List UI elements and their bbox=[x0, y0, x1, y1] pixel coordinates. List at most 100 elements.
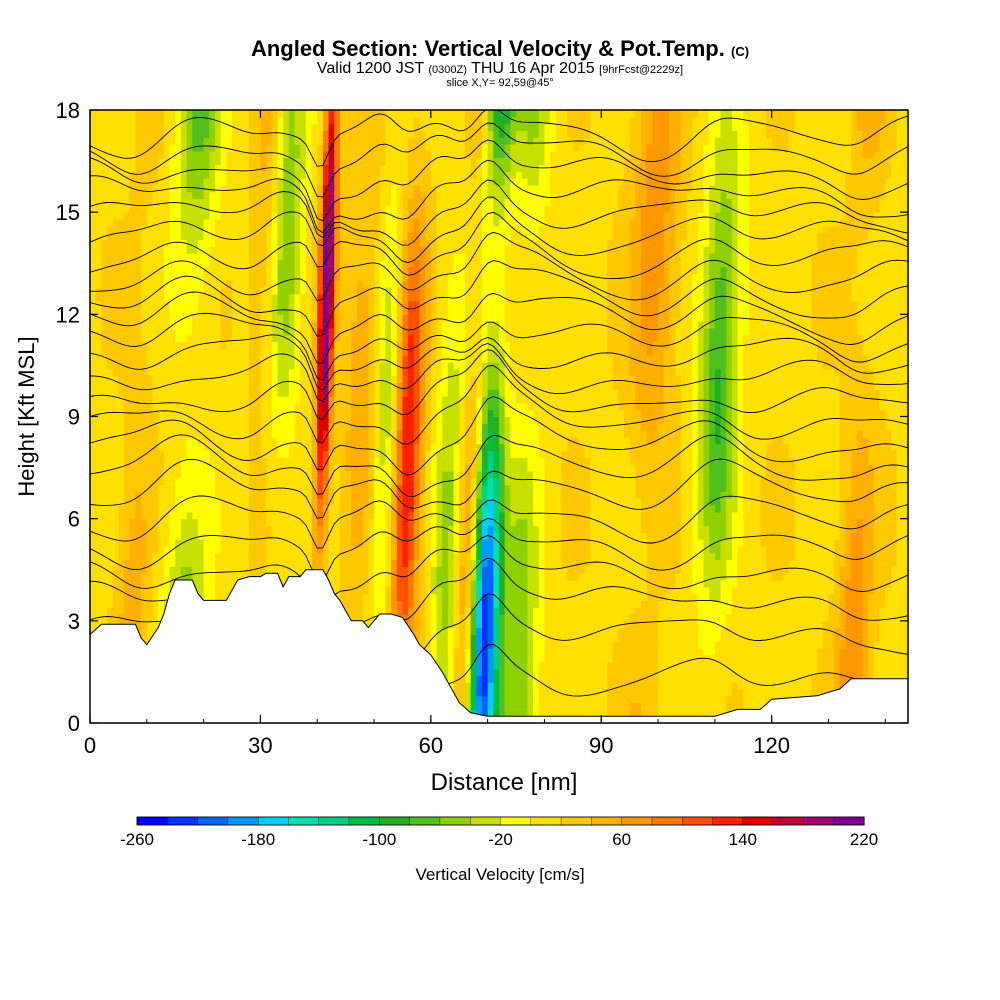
velocity-cell bbox=[311, 491, 318, 499]
velocity-cell bbox=[283, 273, 290, 281]
velocity-cell bbox=[249, 532, 256, 540]
velocity-cell bbox=[391, 545, 398, 554]
velocity-cell bbox=[220, 586, 227, 595]
velocity-cell bbox=[345, 491, 352, 499]
velocity-cell bbox=[158, 600, 165, 608]
velocity-cell bbox=[249, 389, 256, 397]
velocity-cell bbox=[379, 593, 386, 601]
velocity-cell bbox=[124, 253, 131, 261]
velocity-cell bbox=[396, 327, 404, 336]
velocity-cell bbox=[317, 484, 324, 493]
velocity-cell bbox=[374, 150, 381, 159]
velocity-cell bbox=[90, 409, 97, 418]
velocity-cell bbox=[220, 498, 227, 506]
velocity-cell bbox=[186, 382, 193, 390]
velocity-cell bbox=[152, 579, 159, 588]
velocity-cell bbox=[249, 382, 256, 390]
velocity-cell bbox=[192, 123, 199, 132]
velocity-cell bbox=[396, 430, 404, 438]
velocity-cell bbox=[141, 389, 148, 397]
velocity-cell bbox=[192, 266, 199, 275]
velocity-cell bbox=[249, 198, 256, 206]
velocity-cell bbox=[95, 116, 102, 125]
velocity-cell bbox=[362, 491, 369, 499]
velocity-cell bbox=[90, 443, 97, 452]
velocity-cell bbox=[385, 375, 392, 384]
velocity-cell bbox=[101, 443, 108, 452]
velocity-cell bbox=[169, 293, 176, 302]
velocity-cell bbox=[317, 525, 324, 533]
velocity-cell bbox=[294, 171, 301, 179]
velocity-cell bbox=[266, 470, 273, 479]
velocity-cell bbox=[135, 266, 142, 275]
velocity-cell bbox=[356, 443, 364, 452]
velocity-cell bbox=[124, 123, 131, 132]
velocity-cell bbox=[237, 341, 244, 349]
velocity-cell bbox=[249, 416, 256, 424]
velocity-cell bbox=[141, 164, 148, 172]
velocity-cell bbox=[339, 218, 347, 227]
velocity-cell bbox=[90, 239, 97, 247]
velocity-cell bbox=[356, 436, 364, 445]
velocity-cell bbox=[368, 157, 375, 166]
velocity-cell bbox=[243, 566, 250, 574]
velocity-cell bbox=[362, 586, 369, 595]
velocity-cell bbox=[396, 491, 404, 499]
velocity-cell bbox=[317, 314, 324, 322]
velocity-cell bbox=[192, 253, 199, 261]
velocity-cell bbox=[186, 545, 193, 554]
velocity-cell bbox=[385, 314, 392, 322]
velocity-cell bbox=[385, 198, 392, 206]
velocity-cell bbox=[294, 450, 301, 458]
velocity-cell bbox=[288, 191, 296, 200]
velocity-cell bbox=[101, 137, 108, 145]
velocity-cell bbox=[141, 634, 148, 642]
velocity-cell bbox=[192, 457, 199, 465]
velocity-cell bbox=[356, 573, 364, 581]
velocity-cell bbox=[249, 464, 256, 472]
velocity-cell bbox=[203, 586, 210, 595]
velocity-cell bbox=[180, 266, 188, 275]
velocity-cell bbox=[146, 511, 154, 520]
velocity-cell bbox=[328, 382, 335, 390]
velocity-cell bbox=[385, 600, 392, 608]
velocity-cell bbox=[277, 545, 284, 554]
velocity-cell bbox=[271, 150, 279, 159]
velocity-cell bbox=[135, 191, 142, 200]
velocity-cell bbox=[192, 477, 199, 486]
velocity-cell bbox=[351, 409, 358, 418]
velocity-cell bbox=[260, 341, 267, 349]
velocity-cell bbox=[345, 218, 352, 227]
velocity-cell bbox=[175, 171, 182, 179]
velocity-cell bbox=[391, 348, 398, 356]
velocity-cell bbox=[391, 600, 398, 608]
velocity-cell bbox=[203, 518, 210, 527]
velocity-cell bbox=[135, 511, 142, 520]
velocity-cell bbox=[345, 232, 352, 241]
velocity-cell bbox=[101, 525, 108, 533]
velocity-cell bbox=[283, 116, 290, 125]
velocity-cell bbox=[374, 314, 381, 322]
velocity-cell bbox=[209, 511, 216, 520]
velocity-cell bbox=[192, 450, 199, 458]
velocity-cell bbox=[288, 116, 296, 125]
velocity-cell bbox=[163, 157, 171, 166]
velocity-cell bbox=[226, 300, 233, 309]
velocity-cell bbox=[271, 266, 279, 275]
velocity-cell bbox=[95, 593, 102, 601]
velocity-cell bbox=[317, 198, 324, 206]
velocity-cell bbox=[379, 314, 386, 322]
velocity-cell bbox=[322, 566, 330, 574]
velocity-cell bbox=[209, 484, 216, 493]
velocity-cell bbox=[112, 280, 119, 288]
velocity-cell bbox=[124, 300, 131, 309]
velocity-cell bbox=[107, 566, 114, 574]
velocity-cell bbox=[226, 273, 233, 281]
velocity-cell bbox=[237, 287, 244, 295]
velocity-cell bbox=[129, 505, 137, 513]
velocity-cell bbox=[339, 416, 347, 424]
velocity-cell bbox=[374, 171, 381, 179]
velocity-cell bbox=[232, 178, 239, 186]
velocity-cell bbox=[328, 280, 335, 288]
velocity-cell bbox=[249, 505, 256, 513]
